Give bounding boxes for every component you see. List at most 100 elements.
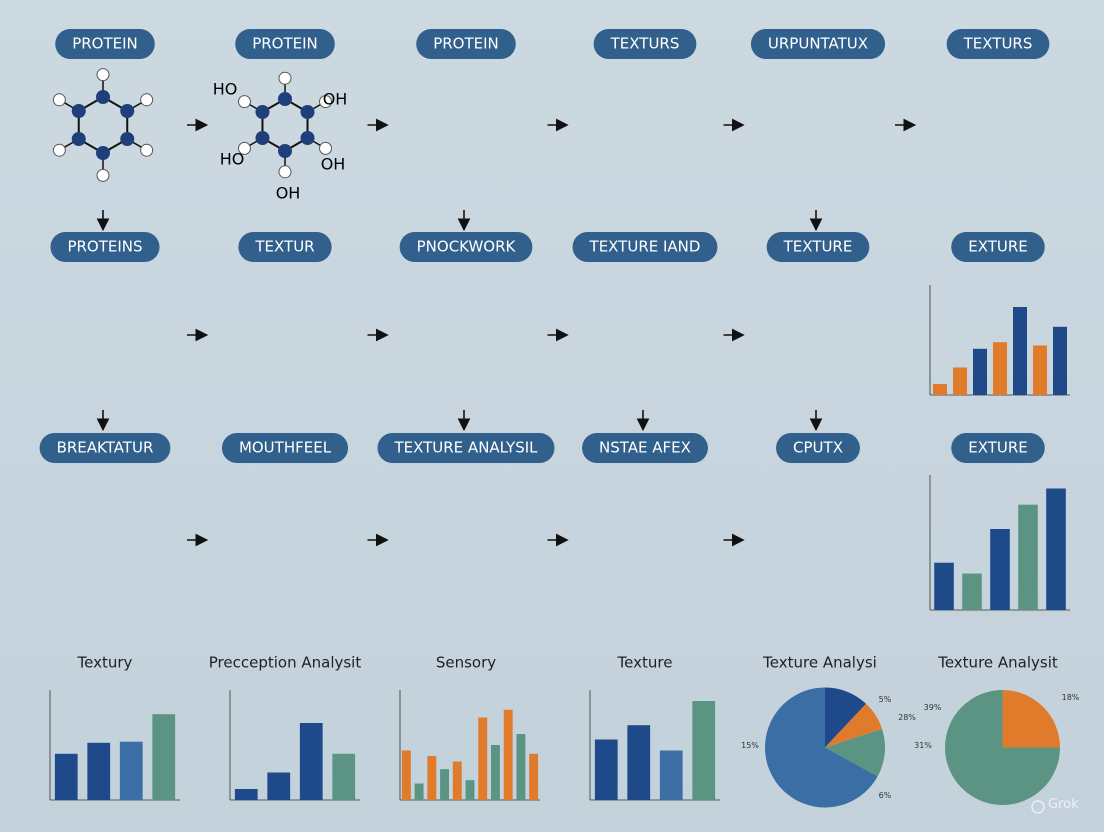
bar — [414, 783, 424, 800]
pill-bg — [221, 433, 349, 463]
atom — [237, 141, 251, 155]
chart-title: Sensory — [436, 654, 496, 672]
chart-title: Texture Analysi — [762, 654, 877, 672]
molecule-icon — [52, 68, 154, 182]
pie-slice — [825, 728, 886, 777]
bar — [659, 750, 683, 800]
label-pill: TEXTURE — [766, 232, 870, 262]
pill-bg — [946, 29, 1050, 59]
bar — [594, 739, 618, 800]
atom-label: OH — [321, 155, 346, 174]
bar — [478, 717, 488, 800]
pie-slice — [825, 687, 867, 748]
chart-title: Textury — [77, 654, 133, 672]
pill-text: EXTURE — [968, 439, 1028, 457]
atom — [52, 93, 66, 107]
pie-slice — [765, 687, 878, 808]
label-pill: EXTURE — [951, 433, 1045, 463]
pill-text: PROTEINS — [67, 238, 142, 256]
pie-annotation: 6% — [879, 791, 892, 800]
atom — [71, 132, 86, 146]
pie-annotation: 5% — [879, 695, 892, 704]
pill-text: NSTAE AFEX — [599, 439, 691, 457]
bar — [491, 745, 500, 800]
bar — [1053, 326, 1067, 395]
pill-text: TEXTURS — [610, 35, 680, 53]
pill-text: PROTEIN — [433, 35, 499, 53]
bar — [332, 753, 356, 800]
bar — [692, 701, 716, 800]
pie-annotation: 18% — [1062, 693, 1080, 702]
atom — [237, 95, 251, 109]
label-pill: TEXTURE ANALYSIL — [377, 433, 555, 463]
bar — [440, 769, 449, 800]
bar — [87, 742, 111, 800]
atom-label: OH — [323, 90, 348, 109]
atom — [140, 93, 154, 107]
pill-bg — [582, 433, 708, 463]
bar — [1018, 504, 1038, 610]
atom — [96, 90, 110, 104]
atom — [120, 104, 135, 118]
pill-text: PROTEIN — [72, 35, 138, 53]
bar — [119, 741, 143, 800]
bar — [1046, 488, 1066, 610]
pill-text: MOUTHFEEL — [239, 439, 332, 457]
pill-text: TEXTURS — [963, 35, 1033, 53]
bar — [152, 714, 176, 800]
bar — [234, 789, 258, 800]
bar — [401, 750, 411, 800]
pill-text: TEXTURE — [783, 238, 853, 256]
pill-bg — [399, 232, 533, 262]
atom — [319, 141, 333, 155]
bar — [933, 384, 947, 395]
pill-bg — [951, 433, 1045, 463]
label-pill: PROTEINS — [50, 232, 160, 262]
pill-bg — [50, 232, 160, 262]
atom — [300, 131, 315, 145]
bar — [1033, 345, 1047, 395]
pill-text: PNOCKWORK — [417, 238, 517, 256]
bar — [54, 753, 78, 800]
atom — [96, 146, 110, 160]
bar — [529, 753, 539, 800]
pie-annotation: 28% — [898, 713, 916, 722]
pill-text: EXTURE — [968, 238, 1028, 256]
pill-bg — [55, 29, 155, 59]
bar — [452, 761, 462, 800]
label-pill: TEXTUR — [238, 232, 332, 262]
pill-text: PROTEIN — [252, 35, 318, 53]
label-pill: PROTEIN — [235, 29, 335, 59]
pill-text: CPUTX — [793, 439, 843, 457]
bar — [993, 342, 1007, 395]
label-pill: BREAKTATUR — [39, 433, 171, 463]
chart-title: Preccеption Analysit — [209, 654, 362, 672]
atom — [52, 143, 66, 157]
atom — [71, 104, 86, 118]
label-pill: TEXTURE IAND — [572, 232, 718, 262]
pill-bg — [766, 232, 870, 262]
pie-annotation: 39% — [924, 703, 942, 712]
label-pill: EXTURE — [951, 232, 1045, 262]
bar — [973, 348, 987, 395]
pill-text: TEXTURE IAND — [589, 238, 701, 256]
atom — [255, 131, 270, 145]
atom — [278, 92, 292, 106]
pill-bg — [750, 29, 886, 59]
bar — [627, 725, 651, 800]
atom — [140, 143, 154, 157]
label-pill: NSTAE AFEX — [582, 433, 708, 463]
label-pill: TEXTURS — [946, 29, 1050, 59]
pie-slice — [944, 690, 1060, 805]
atom — [96, 68, 110, 82]
bar — [516, 734, 526, 800]
bar — [427, 756, 437, 800]
label-pill: PNOCKWORK — [399, 232, 533, 262]
bar — [990, 529, 1010, 610]
label-pill: MOUTHFEEL — [221, 433, 349, 463]
chart-title: Texture Analysit — [937, 654, 1058, 672]
molecule-icon — [237, 71, 333, 179]
bar — [962, 573, 982, 610]
